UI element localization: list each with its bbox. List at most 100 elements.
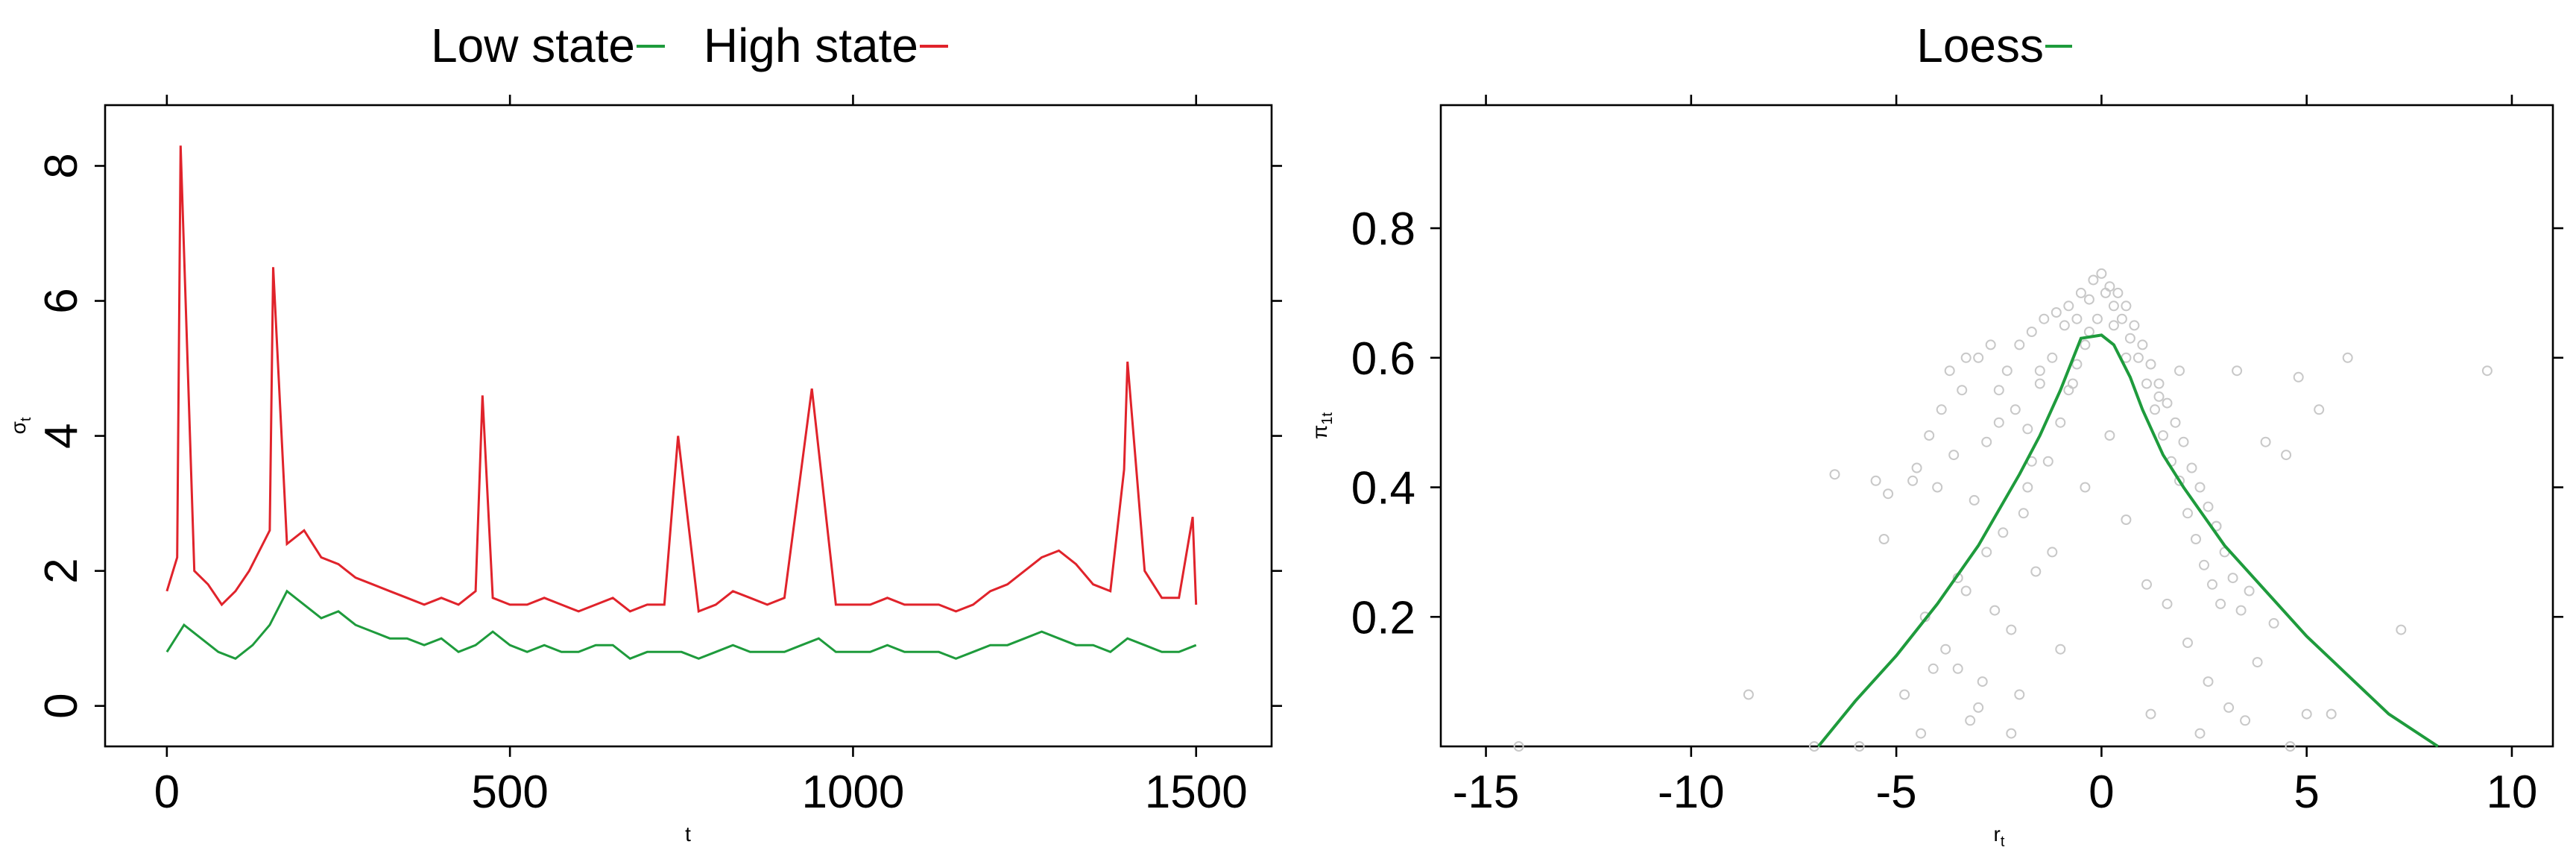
- scatter-point: [2083, 294, 2094, 305]
- scatter-point: [1936, 404, 1947, 415]
- scatter-point: [2170, 417, 2181, 428]
- scatter-point: [2182, 638, 2193, 648]
- y-tick-label: 2: [36, 558, 87, 583]
- scatter-point: [2244, 585, 2255, 597]
- volatility-chart: Low state High state 0 500 1000 1500 0 2 4 6 8 t…: [7, 19, 1282, 846]
- scatter-point: [1952, 663, 1963, 674]
- scatter-point: [2150, 404, 2160, 415]
- scatter-point: [2055, 417, 2066, 428]
- scatter-point: [1948, 450, 1960, 461]
- scatter-point: [1743, 689, 1754, 700]
- y-tick-label: 4: [36, 423, 87, 448]
- scatter-point: [2083, 327, 2094, 337]
- scatter-point: [2006, 624, 2017, 635]
- scatter-point: [2006, 728, 2017, 739]
- scatter-point: [1513, 741, 1524, 752]
- scatter-point: [2174, 475, 2185, 486]
- scatter-point: [1957, 385, 1968, 396]
- scatter-point: [1916, 728, 1927, 739]
- scatter-point: [2075, 287, 2086, 298]
- scatter-point: [2034, 365, 2045, 377]
- x-tick-label: 10: [2486, 767, 2537, 818]
- scatter-point: [2199, 559, 2209, 570]
- scatter-point: [2145, 708, 2156, 720]
- scatter-point: [2034, 378, 2045, 389]
- scatter-point: [1829, 469, 1840, 480]
- x-tick-label: -10: [1658, 767, 1725, 818]
- scatter-point: [1911, 462, 1922, 473]
- scatter-point: [2104, 281, 2115, 292]
- scatter-point: [1993, 385, 2004, 396]
- scatter-point: [2047, 352, 2058, 363]
- scatter-point: [2145, 359, 2156, 370]
- scatter-point: [2182, 508, 2193, 519]
- scatter-point: [2121, 515, 2132, 525]
- right-x-axis-title: rt: [1994, 822, 2005, 850]
- scatter-point: [1960, 585, 1972, 597]
- right-y-axis-title: π1t: [1308, 412, 1336, 439]
- scatter-point: [1928, 663, 1939, 674]
- scatter-point: [2162, 598, 2173, 609]
- scatter-point: [2141, 579, 2152, 590]
- y-tick-label: 0.6: [1351, 333, 1415, 385]
- scatter-point: [2071, 313, 2083, 324]
- x-tick-label: 1500: [1145, 767, 1248, 818]
- left-series-group: [165, 145, 1198, 661]
- scatter-point: [2396, 624, 2407, 635]
- scatter-point: [2124, 333, 2135, 344]
- scatter-point: [2153, 391, 2165, 402]
- scatter-point: [2481, 365, 2493, 377]
- scatter-point: [2158, 430, 2168, 441]
- scatter-point: [2071, 359, 2083, 370]
- scatter-point: [2026, 327, 2037, 337]
- scatter-point: [2096, 268, 2107, 279]
- scatter-point: [2285, 741, 2296, 752]
- scatter-point: [1969, 494, 1980, 506]
- scatter-point: [2223, 702, 2235, 713]
- scatter-point: [2260, 436, 2271, 447]
- scatter-point: [2022, 424, 2033, 435]
- scatter-point: [2194, 728, 2206, 739]
- scatter-point: [2104, 430, 2115, 441]
- scatter-point: [1940, 644, 1951, 655]
- high-state-line: [165, 145, 1198, 614]
- scatter-point: [2215, 598, 2226, 609]
- scatter-point: [1907, 475, 1919, 486]
- scatter-point: [2203, 676, 2214, 687]
- x-tick-label: 0: [2089, 767, 2114, 818]
- scatter-point: [1985, 339, 1996, 350]
- scatter-point: [2174, 365, 2185, 377]
- scatter-point: [2100, 287, 2111, 298]
- scatter-point: [2281, 450, 2292, 461]
- y-tick-label: 8: [36, 153, 87, 178]
- scatter-point: [2186, 462, 2197, 473]
- scatter-point: [2088, 274, 2099, 286]
- scatter-point: [2162, 397, 2173, 409]
- probability-chart: Loess -15 -10 -5 0 5 10 0.2 0.4 0.6 0.8 rt π1t: [1308, 19, 2563, 850]
- low-state-line: [165, 589, 1197, 661]
- scatter-point: [2055, 644, 2066, 655]
- scatter-point: [2342, 352, 2353, 363]
- left-x-axis-title: t: [685, 822, 691, 846]
- scatter-point: [1883, 488, 1894, 500]
- scatter-point: [2121, 301, 2132, 312]
- scatter-point: [1878, 534, 1890, 544]
- scatter-point: [2042, 456, 2053, 467]
- scatter-point: [2235, 605, 2247, 616]
- scatter-point: [2030, 566, 2042, 577]
- scatter-point: [2293, 371, 2304, 383]
- scatter-point: [1899, 689, 1910, 700]
- x-tick-label: 5: [2294, 767, 2319, 818]
- scatter-point: [2080, 339, 2091, 350]
- scatter-point: [2240, 715, 2251, 726]
- scatter-point: [2112, 287, 2124, 298]
- scatter-point: [2063, 301, 2074, 312]
- x-tick-label: -15: [1453, 767, 1520, 818]
- scatter-point: [1854, 741, 1865, 752]
- scatter-point: [2203, 501, 2214, 512]
- scatter-point: [2001, 365, 2012, 377]
- scatter-point: [1960, 352, 1972, 363]
- scatter-point: [2039, 313, 2050, 324]
- scatter-point: [2232, 365, 2243, 377]
